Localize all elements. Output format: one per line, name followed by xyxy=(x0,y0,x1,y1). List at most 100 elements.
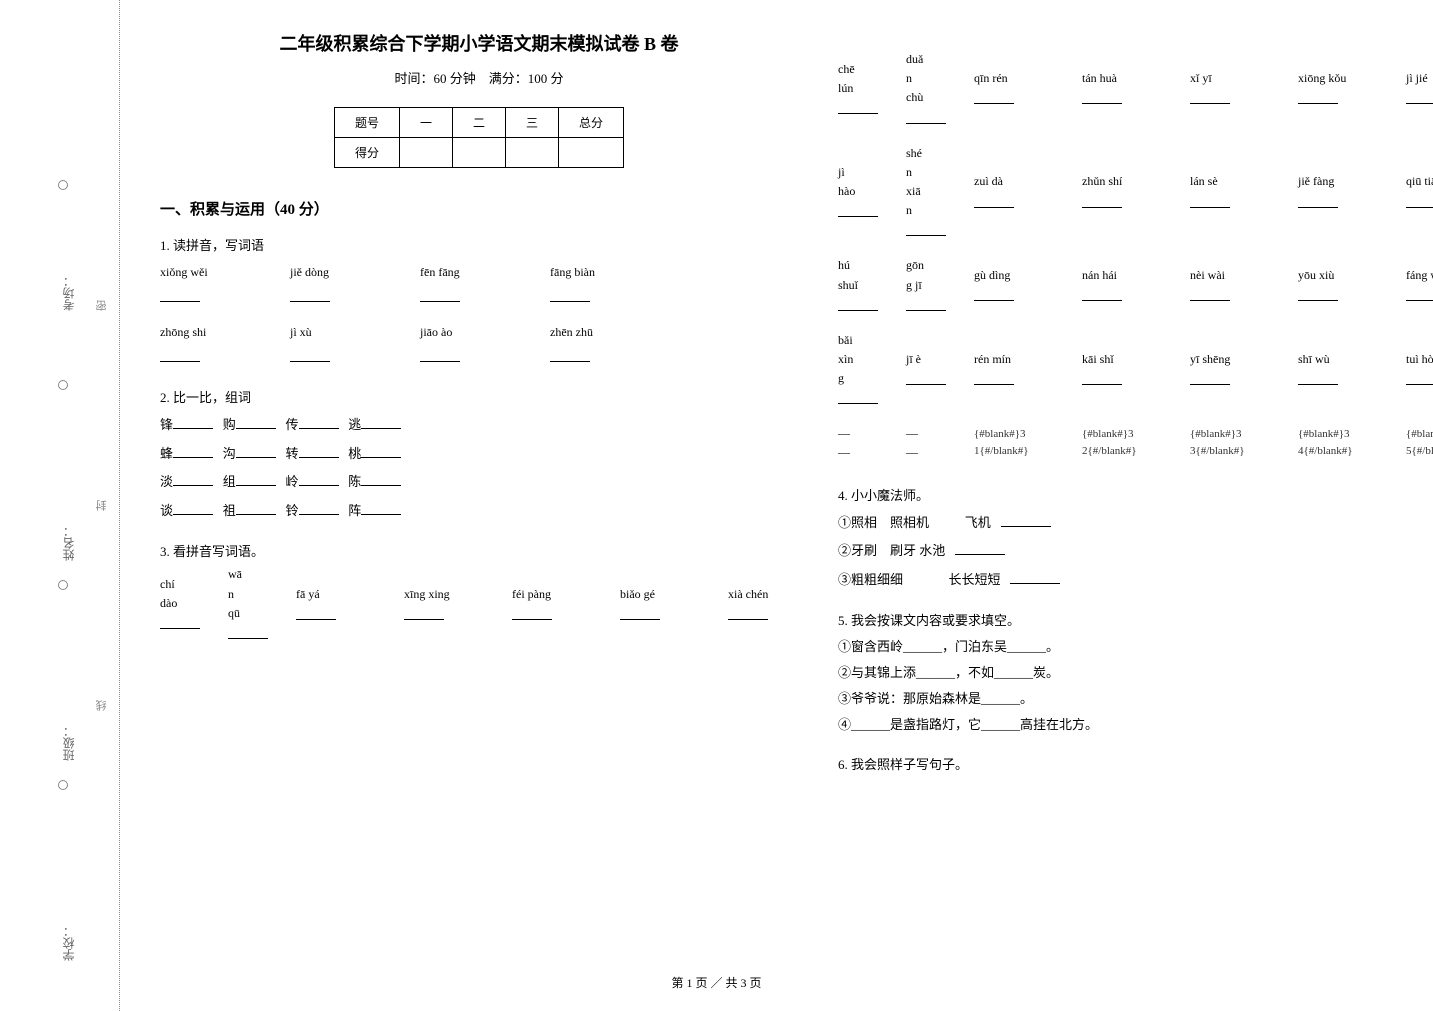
blank xyxy=(1082,92,1122,104)
char: 锋 xyxy=(160,417,173,432)
blank xyxy=(420,348,460,362)
pinyin-cell: zuì dà xyxy=(974,144,1064,237)
blank xyxy=(1406,92,1433,104)
blank xyxy=(906,299,946,311)
blank xyxy=(838,392,878,404)
blank xyxy=(1190,92,1230,104)
pinyin-cell: qīn rén xyxy=(974,50,1064,124)
pinyin-cell: jiě fàng xyxy=(1298,144,1388,237)
char: 岭 xyxy=(286,474,299,489)
blank xyxy=(236,415,276,429)
blank xyxy=(1406,196,1433,208)
blank xyxy=(299,472,339,486)
right-column: chēlúnduǎnchùqīn réntán huàxǐ yīxiōng kǒ… xyxy=(838,30,1433,792)
blank xyxy=(299,501,339,515)
blank-token-cell: {#blank#}3 4{#/blank#} xyxy=(1298,424,1388,462)
char: 陈 xyxy=(348,474,361,489)
char: 沟 xyxy=(223,446,236,461)
question-label: 3. 看拼音写词语。 xyxy=(160,539,798,565)
blank xyxy=(160,617,200,629)
compare-row: 锋 购 传 逃 xyxy=(160,411,798,440)
table-cell xyxy=(399,138,452,168)
pinyin-item: zhōng shi xyxy=(160,319,250,371)
question-4: 4. 小小魔法师。 ①照相 照相机 飞机 ②牙刷 刷牙 水池 ③粗粗细细 长长短… xyxy=(838,483,1433,595)
q5-line: ①窗含西岭______，门泊东吴______。 xyxy=(838,634,1433,660)
pinyin-item: jì xù xyxy=(290,319,380,371)
char: 逃 xyxy=(348,417,361,432)
blank xyxy=(296,608,336,620)
pinyin-cell: xīng xing xyxy=(404,565,494,639)
char: 淡 xyxy=(160,474,173,489)
q4-line: ③粗粗细细 长长短短 xyxy=(838,566,1433,595)
pinyin-item: fēn fāng xyxy=(420,259,510,311)
blank xyxy=(290,348,330,362)
q4-line: ①照相 照相机 飞机 xyxy=(838,509,1433,538)
blank xyxy=(361,501,401,515)
pinyin-cell: xià chén xyxy=(728,565,798,639)
pinyin-cell: chídào xyxy=(160,565,210,639)
char: 转 xyxy=(286,446,299,461)
blank xyxy=(1298,373,1338,385)
pinyin-cell: jìhào xyxy=(838,144,888,237)
pinyin-cell: yī shēng xyxy=(1190,331,1280,405)
blank xyxy=(1001,513,1051,527)
blank xyxy=(236,472,276,486)
blank xyxy=(1406,289,1433,301)
blank xyxy=(173,472,213,486)
pinyin-cell: qiū tiān xyxy=(1406,144,1433,237)
pinyin-item: fāng biàn xyxy=(550,259,640,311)
question-6: 6. 我会照样子写句子。 xyxy=(838,752,1433,778)
time-label: 时间：60 分钟 xyxy=(394,71,475,86)
question-1: 1. 读拼音，写词语 xiǒng wěi jiě dòng fēn fāng f… xyxy=(160,233,798,371)
char: 购 xyxy=(223,417,236,432)
question-label: 6. 我会照样子写句子。 xyxy=(838,752,1433,778)
pinyin-grid-row: ————{#blank#}3 1{#/blank#}{#blank#}3 2{#… xyxy=(838,424,1433,462)
pinyin-cell: fā yá xyxy=(296,565,386,639)
blank xyxy=(420,288,460,302)
pinyin-cell: shénxiān xyxy=(906,144,956,237)
pinyin-cell: xiōng kǒu xyxy=(1298,50,1388,124)
question-label: 4. 小小魔法师。 xyxy=(838,483,1433,509)
table-row: 得分 xyxy=(334,138,623,168)
blank xyxy=(236,444,276,458)
blank xyxy=(299,415,339,429)
dotted-label: 密 xyxy=(94,300,110,311)
compare-row: 蜂 沟 转 桃 xyxy=(160,440,798,469)
blank xyxy=(1298,196,1338,208)
pinyin-cell: duǎnchù xyxy=(906,50,956,124)
margin-circle xyxy=(58,180,68,190)
score-table: 题号 一 二 三 总分 得分 xyxy=(334,107,624,168)
margin-label-name: 姓名： xyxy=(60,525,77,561)
table-header: 题号 xyxy=(334,108,399,138)
pinyin-cell: nèi wài xyxy=(1190,256,1280,310)
margin-label-exam: 考场： xyxy=(60,275,77,311)
question-label: 5. 我会按课文内容或要求填空。 xyxy=(838,608,1433,634)
blank xyxy=(361,444,401,458)
blank xyxy=(1082,289,1122,301)
blank xyxy=(160,348,200,362)
pinyin-grid-row: bǎixìngjī èrén mínkāi shǐyī shēngshī wùt… xyxy=(838,331,1433,405)
blank xyxy=(838,205,878,217)
char: 铃 xyxy=(286,503,299,518)
blank xyxy=(838,102,878,114)
question-label: 1. 读拼音，写词语 xyxy=(160,233,798,259)
blank xyxy=(728,608,768,620)
pinyin-cell: nán hái xyxy=(1082,256,1172,310)
blank xyxy=(1010,570,1060,584)
char: 阵 xyxy=(348,503,361,518)
question-2: 2. 比一比，组词 锋 购 传 逃 蜂 沟 转 桃 淡 组 岭 陈 谈 祖 铃 … xyxy=(160,385,798,525)
dotted-label: 封 xyxy=(94,500,110,511)
table-cell: 得分 xyxy=(334,138,399,168)
pinyin-cell: yōu xiù xyxy=(1298,256,1388,310)
pinyin-cell: lán sè xyxy=(1190,144,1280,237)
pinyin-cell: rén mín xyxy=(974,331,1064,405)
dash-cell: —— xyxy=(838,424,888,462)
blank xyxy=(290,288,330,302)
section-title: 一、积累与运用（40 分） xyxy=(160,198,798,219)
blank xyxy=(173,501,213,515)
main-content: 二年级积累综合下学期小学语文期末模拟试卷 B 卷 时间：60 分钟 满分：100… xyxy=(160,30,1393,792)
blank xyxy=(906,224,946,236)
margin-circle xyxy=(58,580,68,590)
blank xyxy=(299,444,339,458)
pinyin-cell: shī wù xyxy=(1298,331,1388,405)
